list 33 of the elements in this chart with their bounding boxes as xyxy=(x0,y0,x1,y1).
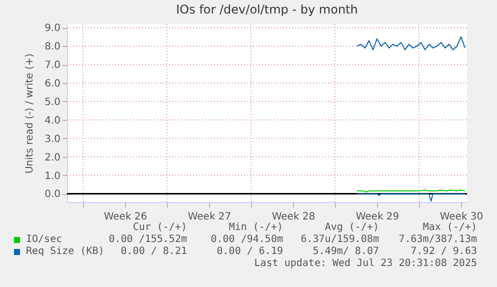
y-tick-label: 2.0 xyxy=(44,152,60,164)
legend-label: IO/sec xyxy=(26,234,62,245)
text: 0.00 /155.52m xyxy=(108,234,187,245)
text: Min (-/+) xyxy=(228,222,283,233)
text: 6.37u/159.08m xyxy=(300,234,379,245)
x-tick-label: Week 28 xyxy=(272,212,316,222)
x-tick-label: Week 27 xyxy=(188,212,232,222)
x-tick-label: Week 30 xyxy=(440,212,484,222)
text: 5.49m/ 8.07 xyxy=(312,246,379,257)
y-tick-label: 6.0 xyxy=(44,78,60,90)
y-tick-label: 3.0 xyxy=(44,134,60,145)
text: Max (-/+) xyxy=(422,222,477,233)
text: 7.63m/387.13m xyxy=(398,234,477,245)
y-tick-label: 0.0 xyxy=(44,189,60,200)
text: 7.92 / 9.63 xyxy=(410,246,477,257)
text: 0.00 /94.50m xyxy=(210,234,283,245)
line-series xyxy=(356,36,466,50)
y-tick-label: 1.0 xyxy=(44,170,60,182)
y-tick-label: 5.0 xyxy=(44,96,60,108)
text: 0.00 / 6.19 xyxy=(216,246,283,257)
text: Avg (-/+) xyxy=(324,222,379,233)
text: Cur (-/+) xyxy=(132,222,187,233)
y-tick-label: 8.0 xyxy=(44,42,60,53)
x-tick-label: Week 29 xyxy=(356,212,400,222)
text: Last update: Wed Jul 23 20:31:08 2025 xyxy=(254,258,477,269)
chart-title: IOs for /dev/ol/tmp - by month xyxy=(176,2,358,17)
y-tick-label: 7.0 xyxy=(44,60,60,72)
legend-label: Req Size (KB) xyxy=(26,246,104,257)
y-axis-title: Units read (-) / write (+) xyxy=(24,53,36,174)
x-tick-label: Week 26 xyxy=(104,212,148,222)
y-tick-label: 9.0 xyxy=(44,23,60,34)
text: 0.00 / 8.21 xyxy=(120,246,187,257)
y-tick-label: 4.0 xyxy=(44,115,60,126)
